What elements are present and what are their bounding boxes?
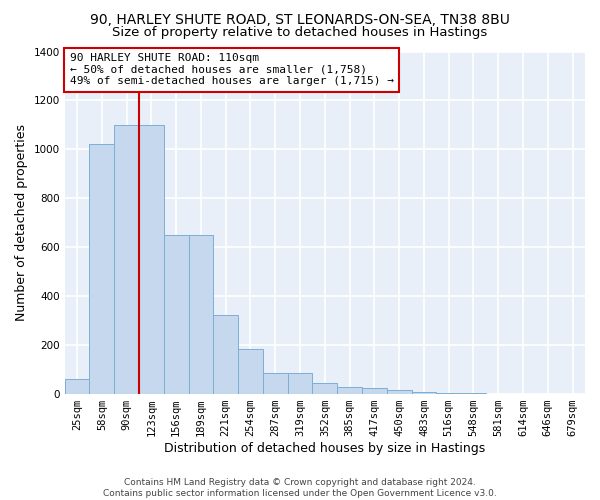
Bar [337, 387, 362, 394]
Bar [139, 125, 164, 394]
Bar [188, 235, 214, 394]
Bar [263, 372, 287, 394]
X-axis label: Distribution of detached houses by size in Hastings: Distribution of detached houses by size … [164, 442, 485, 455]
Y-axis label: Number of detached properties: Number of detached properties [15, 124, 28, 322]
Bar [387, 390, 412, 394]
Bar [164, 235, 188, 394]
Bar [238, 349, 263, 394]
Text: Size of property relative to detached houses in Hastings: Size of property relative to detached ho… [112, 26, 488, 39]
Bar [436, 393, 461, 394]
Bar [313, 383, 337, 394]
Bar [114, 125, 139, 394]
Bar [362, 388, 387, 394]
Text: 90 HARLEY SHUTE ROAD: 110sqm
← 50% of detached houses are smaller (1,758)
49% of: 90 HARLEY SHUTE ROAD: 110sqm ← 50% of de… [70, 53, 394, 86]
Bar [214, 314, 238, 394]
Bar [65, 379, 89, 394]
Bar [287, 372, 313, 394]
Text: 90, HARLEY SHUTE ROAD, ST LEONARDS-ON-SEA, TN38 8BU: 90, HARLEY SHUTE ROAD, ST LEONARDS-ON-SE… [90, 12, 510, 26]
Text: Contains HM Land Registry data © Crown copyright and database right 2024.
Contai: Contains HM Land Registry data © Crown c… [103, 478, 497, 498]
Bar [89, 144, 114, 394]
Bar [412, 392, 436, 394]
